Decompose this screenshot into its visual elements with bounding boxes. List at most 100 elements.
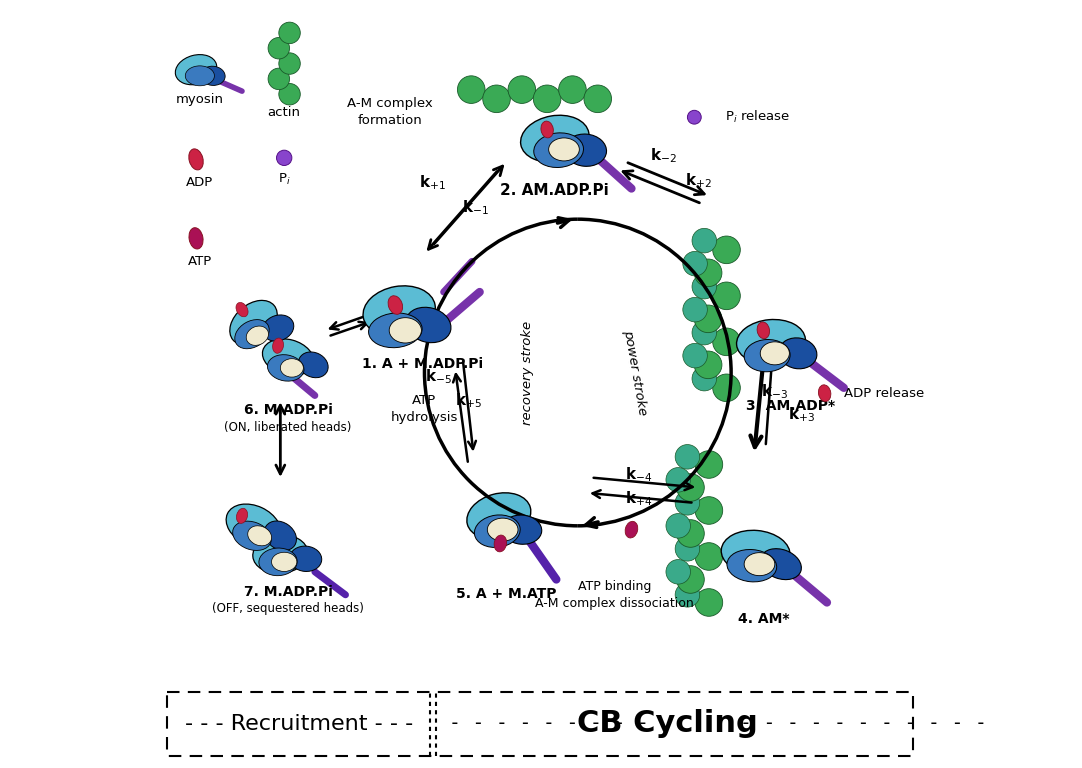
Text: power stroke: power stroke [621, 329, 649, 416]
Text: $\mathbf{k}_{+3}$: $\mathbf{k}_{+3}$ [788, 406, 815, 424]
Ellipse shape [565, 134, 607, 167]
Circle shape [692, 366, 716, 391]
Circle shape [695, 497, 723, 525]
Circle shape [268, 38, 290, 59]
Ellipse shape [226, 504, 281, 548]
Ellipse shape [280, 359, 303, 377]
Text: $\mathbf{k}_{+5}$: $\mathbf{k}_{+5}$ [454, 392, 481, 410]
Ellipse shape [299, 352, 328, 378]
Circle shape [695, 351, 722, 379]
Ellipse shape [520, 115, 589, 162]
Circle shape [584, 85, 611, 113]
Text: $\mathbf{k}_{+1}$: $\mathbf{k}_{+1}$ [419, 174, 446, 193]
Circle shape [277, 151, 292, 166]
Text: ATP binding
A-M complex dissociation: ATP binding A-M complex dissociation [536, 580, 694, 610]
Text: P$_i$: P$_i$ [278, 172, 290, 187]
Ellipse shape [369, 313, 422, 348]
Ellipse shape [722, 531, 790, 575]
Ellipse shape [744, 339, 790, 372]
Ellipse shape [247, 326, 268, 346]
Ellipse shape [494, 535, 506, 552]
Text: $\mathbf{k}_{-2}$: $\mathbf{k}_{-2}$ [650, 146, 677, 165]
Circle shape [713, 328, 740, 356]
Text: ADP: ADP [186, 176, 213, 189]
Ellipse shape [388, 296, 403, 314]
Circle shape [713, 282, 740, 310]
Ellipse shape [262, 315, 294, 341]
Ellipse shape [188, 149, 203, 170]
Ellipse shape [272, 552, 296, 571]
Circle shape [692, 320, 716, 345]
Circle shape [683, 251, 708, 276]
Circle shape [279, 22, 301, 44]
Ellipse shape [779, 338, 817, 369]
Text: 7. M.ADP.Pi: 7. M.ADP.Pi [243, 585, 332, 599]
Text: (ON, liberated heads): (ON, liberated heads) [224, 421, 352, 434]
Text: $\mathbf{k}_{-1}$: $\mathbf{k}_{-1}$ [462, 198, 489, 217]
Ellipse shape [273, 338, 283, 353]
Circle shape [695, 451, 723, 478]
Circle shape [692, 274, 716, 299]
Ellipse shape [290, 546, 321, 571]
Text: ATP
hydrolysis: ATP hydrolysis [391, 393, 458, 423]
Ellipse shape [364, 286, 435, 336]
Circle shape [665, 560, 690, 584]
Circle shape [692, 228, 716, 253]
Circle shape [695, 259, 722, 286]
Ellipse shape [533, 133, 583, 167]
Text: CB Cycling: CB Cycling [577, 709, 757, 738]
Text: 1. A + M.ADP.Pi: 1. A + M.ADP.Pi [361, 357, 483, 371]
Ellipse shape [390, 318, 421, 343]
Circle shape [695, 305, 722, 333]
Text: ATP: ATP [188, 255, 212, 268]
Text: 2. AM.ADP.Pi: 2. AM.ADP.Pi [500, 183, 609, 198]
Circle shape [675, 537, 700, 561]
Circle shape [676, 520, 704, 548]
Ellipse shape [727, 549, 777, 582]
Text: 4. AM*: 4. AM* [738, 611, 789, 626]
Ellipse shape [267, 355, 304, 381]
Circle shape [268, 68, 290, 90]
Ellipse shape [189, 227, 203, 249]
Circle shape [713, 236, 740, 263]
Ellipse shape [466, 493, 531, 539]
Text: 5. A + M.ATP: 5. A + M.ATP [457, 588, 557, 601]
Text: $\mathbf{k}_{-4}$: $\mathbf{k}_{-4}$ [624, 465, 652, 484]
Text: $\mathbf{k}_{+4}$: $\mathbf{k}_{+4}$ [624, 490, 652, 508]
Circle shape [533, 85, 560, 113]
Circle shape [558, 76, 586, 104]
Text: A-M complex
formation: A-M complex formation [347, 97, 433, 127]
Ellipse shape [818, 385, 831, 402]
Ellipse shape [264, 521, 296, 551]
Ellipse shape [761, 342, 790, 365]
Ellipse shape [236, 303, 248, 316]
Circle shape [458, 76, 485, 104]
Circle shape [279, 53, 301, 74]
Ellipse shape [229, 300, 277, 345]
Text: - - - - - - - - - - -: - - - - - - - - - - - [740, 714, 987, 733]
Text: 6. M.ADP.Pi: 6. M.ADP.Pi [243, 403, 332, 417]
Ellipse shape [263, 339, 314, 376]
Ellipse shape [737, 319, 805, 364]
Ellipse shape [406, 307, 451, 343]
Ellipse shape [502, 515, 542, 545]
Ellipse shape [625, 521, 637, 538]
Ellipse shape [237, 508, 248, 523]
Circle shape [683, 343, 708, 368]
Circle shape [675, 445, 700, 469]
Ellipse shape [474, 515, 520, 548]
Circle shape [509, 76, 536, 104]
Circle shape [676, 566, 704, 594]
Text: - - - - - - - - -: - - - - - - - - - [449, 714, 649, 733]
Text: actin: actin [267, 106, 301, 119]
Text: 3. AM.ADP*: 3. AM.ADP* [745, 399, 834, 413]
Text: P$_i$ release: P$_i$ release [725, 109, 790, 125]
Ellipse shape [744, 553, 775, 576]
Ellipse shape [259, 548, 298, 576]
Circle shape [675, 491, 700, 515]
Text: $\mathbf{k}_{+2}$: $\mathbf{k}_{+2}$ [686, 171, 712, 190]
Ellipse shape [757, 322, 769, 339]
Ellipse shape [233, 521, 272, 551]
Circle shape [665, 468, 690, 492]
Circle shape [279, 84, 301, 105]
